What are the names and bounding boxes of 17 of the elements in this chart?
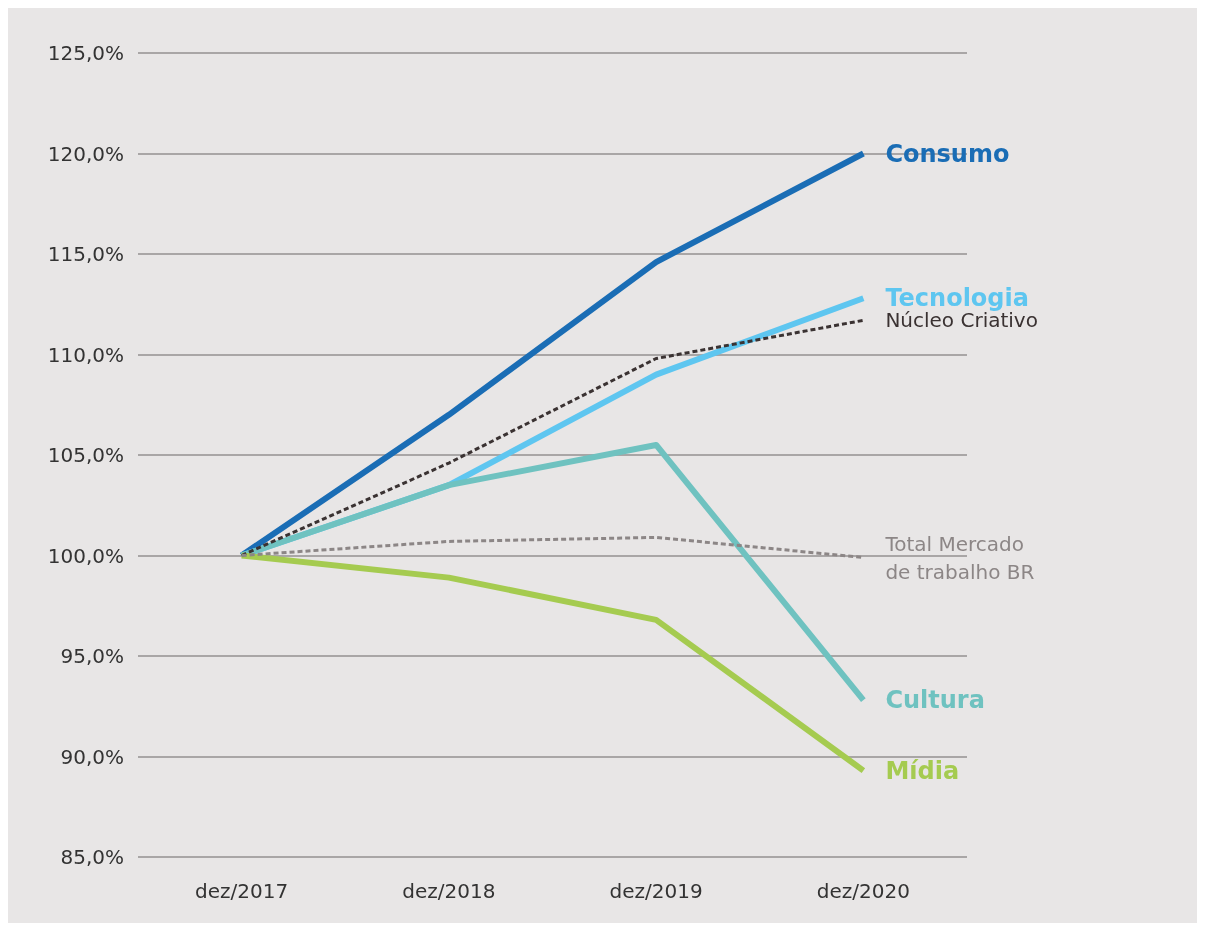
series-label: Total Mercado de trabalho BR [884, 531, 1035, 584]
y-tick-label: 90,0% [60, 744, 124, 769]
y-tick-label: 110,0% [47, 342, 124, 367]
x-tick-label: dez/2017 [195, 879, 289, 903]
y-tick-label: 100,0% [47, 543, 124, 568]
x-tick-label: dez/2018 [402, 879, 496, 903]
series-label: Mídia [885, 756, 960, 785]
series-label: Consumo [885, 139, 1010, 168]
y-tick-label: 120,0% [47, 141, 124, 166]
y-tick-label: 125,0% [47, 41, 124, 65]
x-tick-label: dez/2020 [816, 879, 910, 903]
series-label: Cultura [885, 686, 985, 715]
y-tick-label: 105,0% [47, 443, 124, 467]
y-tick-label: 115,0% [47, 242, 124, 266]
y-tick-label: 85,0% [60, 845, 124, 869]
x-tick-label: dez/2019 [609, 879, 703, 903]
y-tick-label: 95,0% [60, 644, 124, 668]
